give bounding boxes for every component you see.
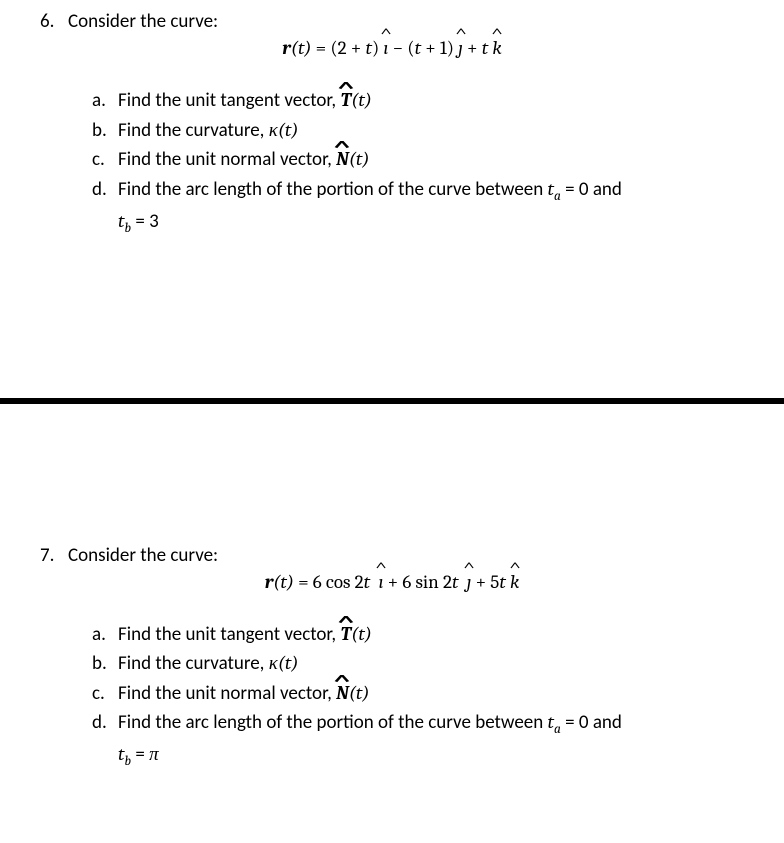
problem-7-part-c: c. Find the unit normal vector, N(t)	[92, 680, 744, 708]
problem-7-part-d: d. Find the arc length of the portion of…	[92, 709, 744, 739]
problem-6-part-c: c. Find the unit normal vector, N(t)	[92, 146, 744, 174]
part-text: Find the unit normal vector, N(t)	[118, 680, 744, 708]
part-letter: d.	[92, 709, 118, 737]
part-text: Find the curvature, κ(t)	[118, 650, 744, 678]
problem-6-equation: r(t) = (2 + t) ı − (t + 1) ȷ + t k	[40, 37, 744, 59]
page-section-2: 7. Consider the curve: r(t) = 6 cos 2t ı…	[0, 544, 784, 832]
problem-7-part-a: a. Find the unit tangent vector, T(t)	[92, 621, 744, 649]
part-letter: b.	[92, 650, 118, 678]
part-text: Find the unit tangent vector, T(t)	[118, 87, 744, 115]
page-section-1: 6. Consider the curve: r(t) = (2 + t) ı …	[0, 10, 784, 298]
problem-6-part-a: a. Find the unit tangent vector, T(t)	[92, 87, 744, 115]
problem-7-part-b: b. Find the curvature, κ(t)	[92, 650, 744, 678]
part-text: Find the unit tangent vector, T(t)	[118, 621, 744, 649]
part-letter: d.	[92, 176, 118, 204]
problem-7-parts: a. Find the unit tangent vector, T(t) b.…	[40, 621, 744, 772]
problem-7-number: 7.	[40, 544, 68, 567]
part-letter: a.	[92, 621, 118, 649]
problem-6: 6. Consider the curve: r(t) = (2 + t) ı …	[40, 10, 744, 238]
problem-6-number: 6.	[40, 10, 68, 33]
part-text: Find the arc length of the portion of th…	[118, 176, 744, 206]
problem-7-part-d-cont: tb = π	[92, 741, 744, 771]
part-text: Find the arc length of the portion of th…	[118, 709, 744, 739]
problem-6-part-d: d. Find the arc length of the portion of…	[92, 176, 744, 206]
problem-6-intro: Consider the curve:	[68, 10, 218, 33]
part-letter: b.	[92, 117, 118, 145]
part-letter: c.	[92, 680, 118, 708]
problem-7-equation: r(t) = 6 cos 2t ı + 6 sin 2t ȷ + 5t k	[40, 571, 744, 593]
page-divider	[0, 398, 784, 404]
problem-6-part-b: b. Find the curvature, κ(t)	[92, 117, 744, 145]
problem-7-intro: Consider the curve:	[68, 544, 218, 567]
problem-7-header: 7. Consider the curve:	[40, 544, 744, 567]
part-letter: a.	[92, 87, 118, 115]
problem-6-parts: a. Find the unit tangent vector, T(t) b.…	[40, 87, 744, 238]
part-text: Find the unit normal vector, N(t)	[118, 146, 744, 174]
part-letter: c.	[92, 146, 118, 174]
problem-7: 7. Consider the curve: r(t) = 6 cos 2t ı…	[40, 544, 744, 772]
problem-6-part-d-cont: tb = 3	[92, 208, 744, 238]
part-text: Find the curvature, κ(t)	[118, 117, 744, 145]
